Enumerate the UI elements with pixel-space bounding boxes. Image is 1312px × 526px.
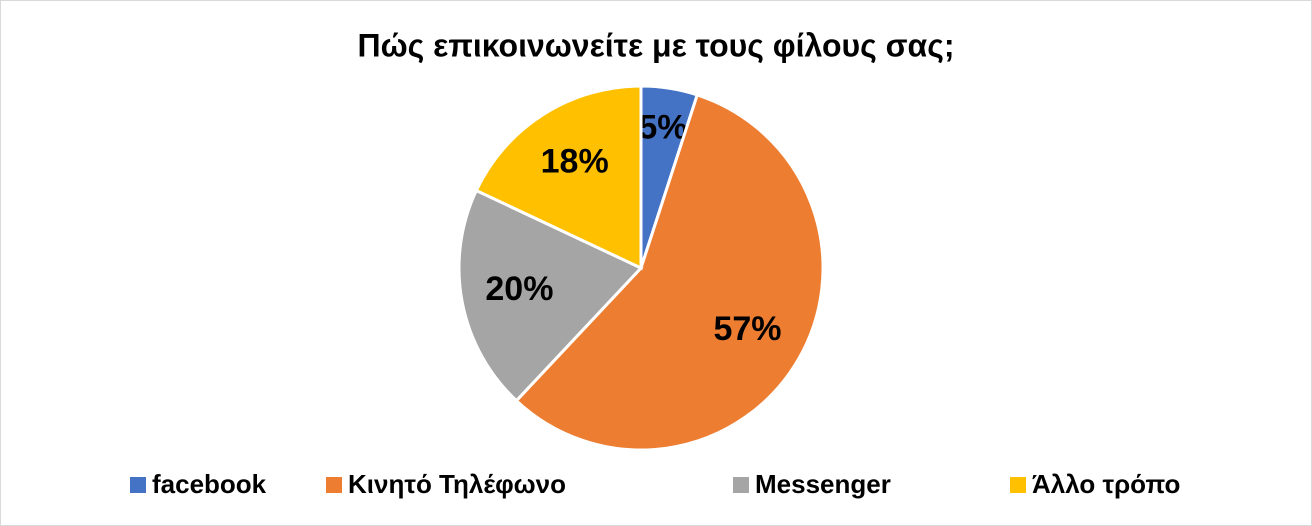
- data-label: 57%: [713, 310, 781, 348]
- data-label: 18%: [541, 142, 609, 180]
- legend-swatch: [130, 477, 146, 493]
- pie-slice: [514, 93, 825, 452]
- pie-slice: [457, 188, 644, 403]
- legend-swatch: [733, 477, 749, 493]
- data-label: 20%: [485, 270, 553, 308]
- legend-swatch: [1010, 477, 1026, 493]
- legend-swatch: [326, 477, 342, 493]
- chart-title: Πώς επικοινωνείτε με τους φίλους σας;: [357, 27, 954, 63]
- pie-slice: [474, 84, 643, 271]
- legend-label: Άλλο τρόπο: [1032, 469, 1180, 499]
- legend-label: Messenger: [755, 469, 891, 499]
- legend-label: Κινητό Τηλέφωνο: [348, 469, 566, 499]
- data-label: 5%: [638, 109, 687, 147]
- legend-label: facebook: [152, 469, 267, 499]
